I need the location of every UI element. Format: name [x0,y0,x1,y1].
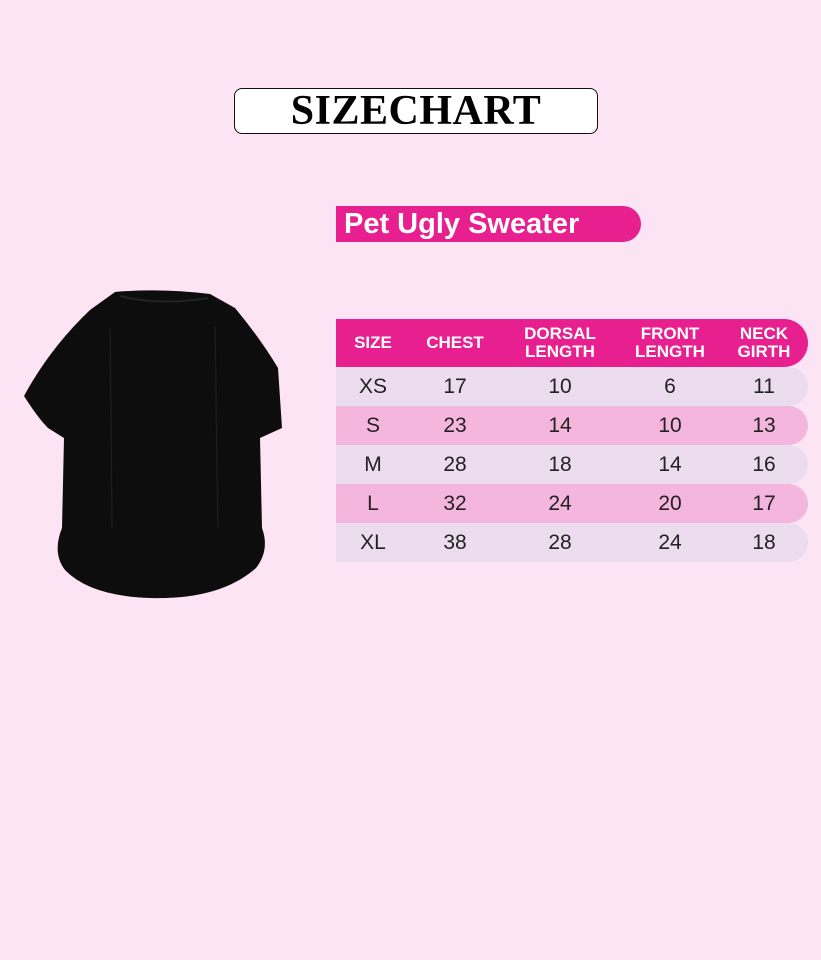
table-row: M 28 18 14 16 [336,445,808,484]
header-neck-girth: NECK GIRTH [737,324,791,361]
table-cell: 24 [658,530,682,554]
table-cell: 28 [548,530,572,554]
header-front-length: FRONT LENGTH [635,324,705,361]
table-cell: 17 [443,374,467,398]
table-cell: 20 [658,491,682,515]
table-row: S 23 14 10 13 [336,406,808,445]
table-cell: 10 [548,374,572,398]
header-dorsal-length: DORSAL LENGTH [524,324,596,361]
product-name-banner: Pet Ugly Sweater [336,206,641,242]
table-cell: XL [360,530,386,554]
table-cell: 18 [548,452,572,476]
table-cell: 28 [443,452,467,476]
header-chest: CHEST [426,333,484,352]
table-cell: 16 [752,452,776,476]
table-cell: M [364,452,382,476]
table-cell: XS [358,374,387,398]
table-cell: 32 [443,491,467,515]
table-cell: 23 [443,413,467,437]
table-cell: 14 [548,413,572,437]
table-row: XL 38 28 24 18 [336,523,808,562]
table-row: XS 17 10 6 11 [336,367,808,406]
table-cell: 24 [548,491,572,515]
table-cell: 6 [664,374,676,398]
table-cell: 38 [443,530,467,554]
table-cell: 14 [658,452,682,476]
table-row: L 32 24 20 17 [336,484,808,523]
size-chart-title: SIZECHART [234,88,598,134]
header-size: SIZE [354,333,392,352]
table-cell: 17 [752,491,776,515]
sweater-image [24,290,282,599]
table-header: SIZE CHEST DORSAL LENGTH FRONT LENGTH NECK… [336,319,808,367]
table-cell: 11 [753,374,775,398]
table-cell: 10 [658,413,682,437]
table-cell: L [367,491,379,515]
table-cell: 18 [752,530,776,554]
table-cell: S [365,413,380,437]
size-table: SIZE CHEST DORSAL LENGTH FRONT LENGTH NECK… [336,319,808,562]
table-cell: 13 [752,413,776,437]
